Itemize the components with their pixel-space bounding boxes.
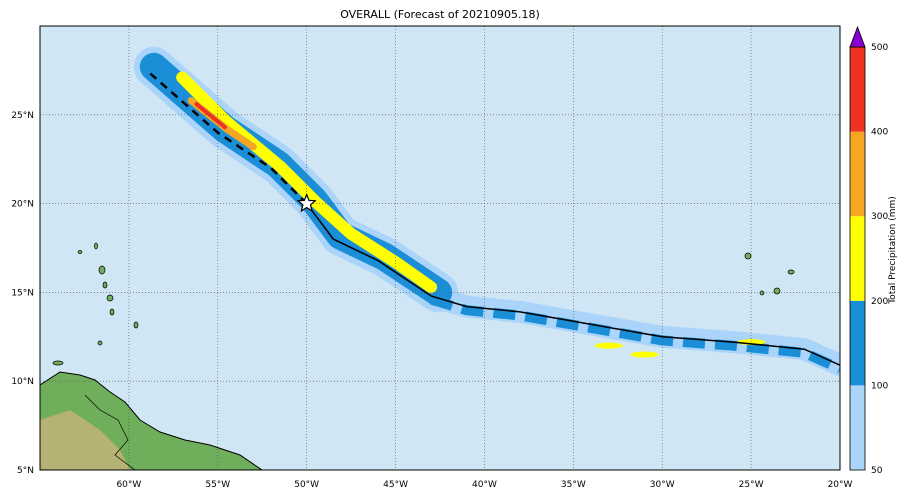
rain-cell — [594, 342, 623, 349]
swath-200mm — [176, 71, 438, 294]
map-frame — [39, 25, 841, 471]
land-relief — [40, 410, 130, 470]
colorbar-segment — [850, 216, 865, 301]
x-tick-label: 35°W — [561, 480, 586, 490]
caribbean-islands — [52, 242, 795, 366]
colorbar-tick-label: 200 — [871, 297, 888, 307]
y-tick-label: 5°N — [17, 466, 34, 476]
past-track-line — [306, 203, 840, 366]
gridlines — [40, 26, 840, 470]
x-tick-label: 50°W — [294, 480, 319, 490]
border-line — [84, 394, 136, 470]
x-tick-label: 20°W — [828, 480, 853, 490]
storm-position-star-icon — [296, 193, 317, 213]
colorbar-label: Total Precipitation (mm) — [888, 196, 898, 304]
y-tick-label: 10°N — [11, 377, 34, 387]
x-tick-label: 40°W — [472, 480, 497, 490]
x-tick-label: 55°W — [205, 480, 230, 490]
colorbar-segment — [850, 385, 865, 470]
map-title: OVERALL (Forecast of 20210905.18) — [340, 8, 540, 21]
colorbar-segment — [850, 47, 865, 132]
colorbar-tick-label: 100 — [871, 381, 888, 391]
rain-cell — [630, 351, 659, 358]
colorbar-tick-label: 50 — [871, 466, 883, 476]
swath-400mm — [194, 102, 227, 130]
x-tick-label: 30°W — [650, 480, 675, 490]
colorbar-tick-label: 500 — [871, 43, 888, 53]
colorbar-tick-label: 400 — [871, 128, 888, 138]
colorbar: 50 100 200 300 400 500 — [849, 25, 888, 476]
x-tick-label: 25°W — [739, 480, 764, 490]
storm-track — [145, 69, 840, 366]
colorbar-extend-arrow — [849, 25, 866, 48]
swath-100mm-east — [429, 294, 840, 374]
axis-ticks: 60°W 55°W 50°W 45°W 40°W 35°W 30°W 25°W 20°W 5°N 1… — [11, 111, 852, 490]
colorbar-tick-label: 300 — [871, 212, 888, 222]
x-tick-label: 60°W — [116, 480, 141, 490]
x-tick-label: 45°W — [383, 480, 408, 490]
forecast-track-line — [145, 69, 308, 205]
colorbar-segment — [850, 131, 865, 217]
colorbar-segment — [850, 300, 865, 386]
y-tick-label: 15°N — [11, 288, 34, 298]
y-tick-label: 20°N — [11, 200, 34, 210]
colorbar-frame — [849, 46, 866, 471]
y-tick-label: 25°N — [11, 111, 34, 121]
